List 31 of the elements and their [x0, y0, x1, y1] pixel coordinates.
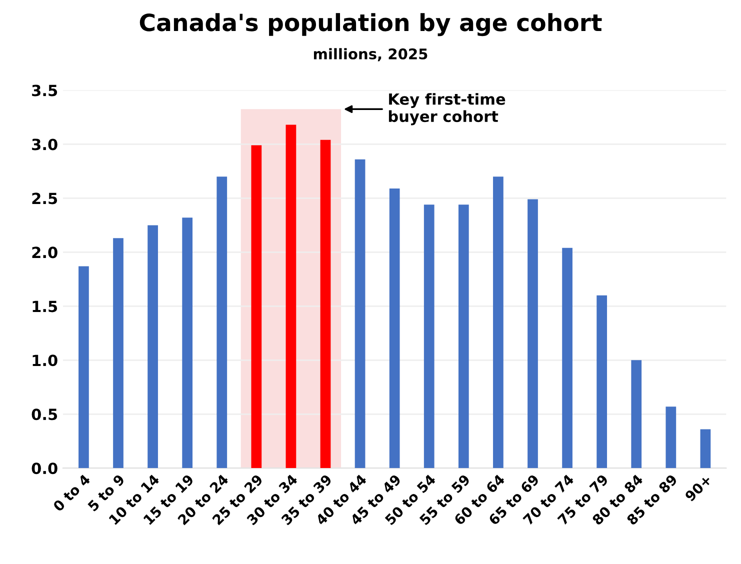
bar	[596, 295, 608, 468]
y-tick-label: 3.5	[32, 84, 58, 96]
bar	[528, 199, 538, 468]
band-label: Key first-time buyer cohort	[388, 93, 506, 126]
y-tick-label: 1.0	[32, 354, 58, 366]
bar	[354, 159, 366, 468]
y-tick-label: 1.5	[32, 300, 58, 312]
bar	[458, 204, 469, 468]
bar	[251, 145, 262, 468]
chart-title: Canada's population by age cohort	[140, 13, 602, 36]
bar	[631, 360, 642, 468]
x-tick-label: 90+	[684, 474, 712, 502]
bar	[216, 176, 228, 468]
bar	[182, 218, 193, 468]
y-tick-label: 0.0	[32, 462, 58, 474]
bar	[78, 266, 89, 468]
bar	[113, 238, 124, 468]
y-tick-label: 0.5	[32, 408, 58, 420]
bar	[148, 225, 158, 468]
bar	[493, 176, 504, 468]
bar	[389, 188, 400, 468]
bar	[666, 406, 676, 468]
chart-subtitle: millions, 2025	[314, 48, 428, 62]
bar	[562, 248, 572, 468]
y-tick-label: 2.5	[32, 192, 58, 204]
bar	[320, 140, 331, 468]
bar	[424, 204, 434, 468]
bar	[286, 124, 296, 468]
y-tick-label: 2.0	[32, 246, 58, 258]
y-tick-label: 3.0	[32, 138, 58, 150]
bar	[700, 429, 711, 468]
